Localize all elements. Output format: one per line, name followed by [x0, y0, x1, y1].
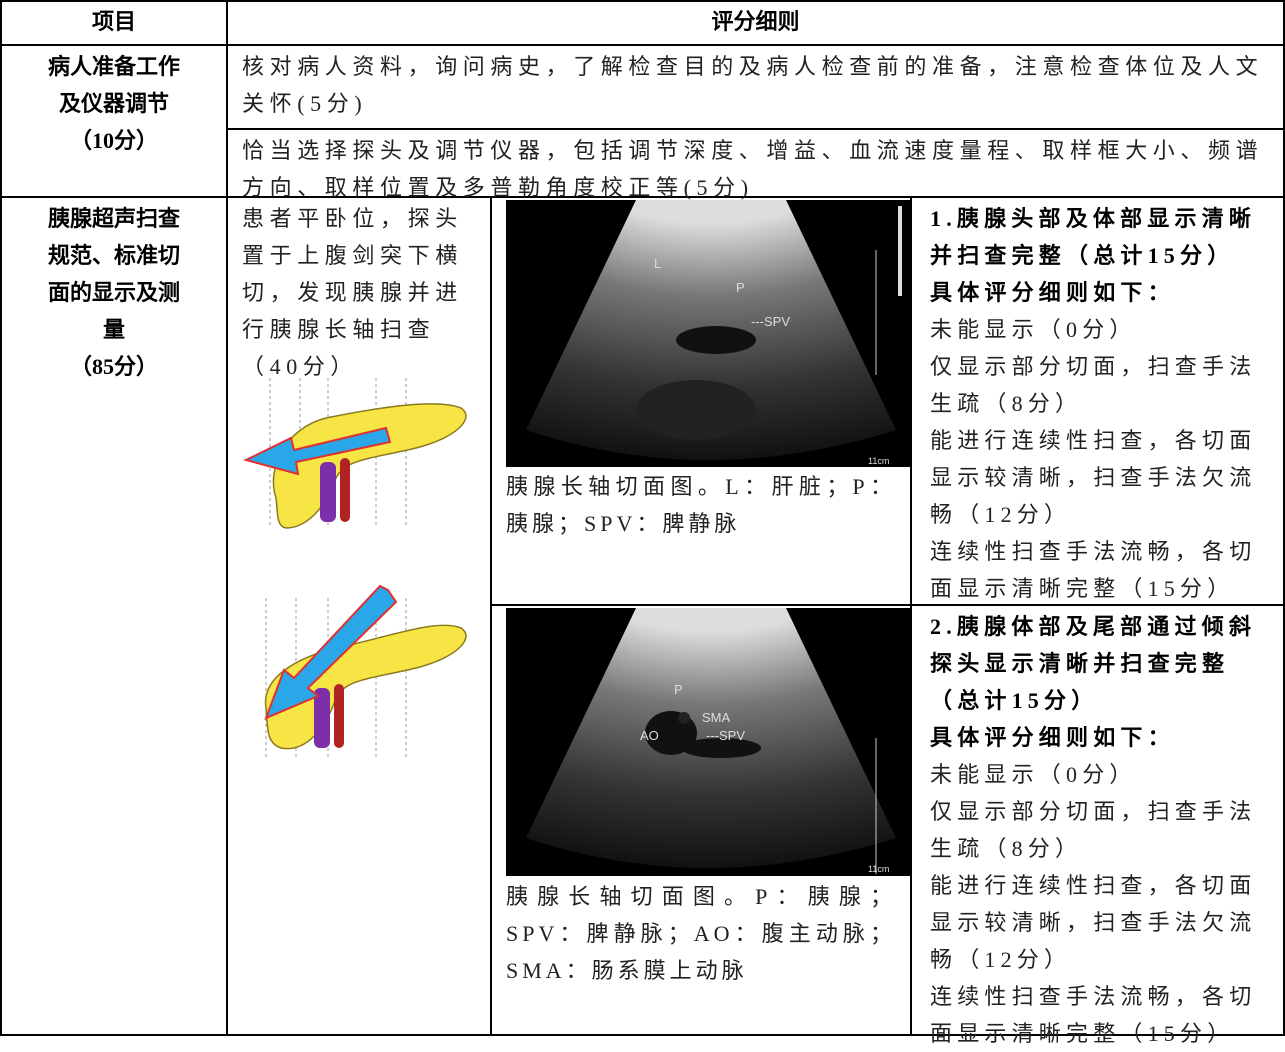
- item-line: 规范、标准切: [47, 243, 180, 268]
- criteria-subtitle: 具体评分细则如下：: [930, 280, 1175, 305]
- ultrasound-image: P SMA AO ---SPV 11cm: [506, 608, 910, 876]
- image-label: 11cm: [868, 456, 889, 466]
- item-line: 面的显示及测: [47, 280, 180, 305]
- criteria-item: 未能显示（0分）: [930, 317, 1137, 342]
- image-cell: P SMA AO ---SPV 11cm 胰腺长轴切面图。P：胰腺；SPV：脾静…: [492, 606, 912, 1036]
- image-label: 11cm: [868, 864, 889, 874]
- image-label: AO: [640, 728, 659, 743]
- image-label: ---SPV: [706, 728, 745, 743]
- image-label: SMA: [702, 710, 731, 725]
- criteria-title: 2.胰腺体部及尾部通过倾斜探头显示清晰并扫查完整（总计15分）: [930, 614, 1257, 713]
- criteria-item: 未能显示（0分）: [930, 762, 1137, 787]
- item-line: （10分）: [69, 128, 158, 153]
- header-text: 评分细则: [711, 9, 800, 34]
- item-line: 病人准备工作: [47, 54, 180, 79]
- header-cell: 评分细则: [228, 2, 1285, 46]
- method-text: 患者平卧位，探头置于上腹剑突下横切，发现胰腺并进行胰腺长轴扫查（40分）: [242, 206, 463, 379]
- detail-text: 核对病人资料，询问病史，了解检查目的及病人检查前的准备，注意检查体位及人文关怀(…: [242, 54, 1264, 116]
- detail-cell: 恰当选择探头及调节仪器，包括调节深度、增益、血流速度量程、取样框大小、频谱方向、…: [228, 130, 1285, 200]
- image-label: L: [654, 256, 661, 271]
- criteria-item: 能进行连续性扫查，各切面显示较清晰，扫查手法欠流畅（12分）: [930, 873, 1257, 972]
- header-text: 项目: [91, 9, 136, 34]
- image-label: P: [674, 682, 683, 697]
- item-line: 及仪器调节: [58, 91, 169, 116]
- criteria-subtitle: 具体评分细则如下：: [930, 725, 1175, 750]
- item-line: 胰腺超声扫查: [47, 206, 180, 231]
- criteria-item: 仅显示部分切面，扫查手法生疏（8分）: [930, 799, 1257, 861]
- item-cell: 胰腺超声扫查 规范、标准切 面的显示及测 量 （85分）: [2, 198, 228, 1036]
- pancreas-figure: [264, 584, 467, 758]
- pancreas-figure: [243, 378, 467, 529]
- detail-text: 恰当选择探头及调节仪器，包括调节深度、增益、血流速度量程、取样框大小、频谱方向、…: [242, 138, 1264, 200]
- item-line: 量: [102, 317, 125, 342]
- criteria-item: 连续性扫查手法流畅，各切面显示清晰完整（15分）: [930, 539, 1257, 601]
- header-cell: 项目: [2, 2, 228, 46]
- item-cell: 病人准备工作 及仪器调节 （10分）: [2, 46, 228, 198]
- image-caption: 胰腺长轴切面图。L：肝脏；P：胰腺；SPV：脾静脉: [506, 474, 896, 536]
- image-caption: 胰腺长轴切面图。P：胰腺；SPV：脾静脉；AO：腹主动脉；SMA：肠系膜上动脉: [506, 884, 896, 983]
- criteria-title: 1.胰腺头部及体部显示清晰并扫查完整（总计15分）: [930, 206, 1257, 268]
- image-label: ---SPV: [751, 314, 790, 329]
- image-cell: L P ---SPV 11cm 胰腺长轴切面图。L：肝脏；P：胰腺；SPV：脾静…: [492, 198, 912, 606]
- image-label: P: [736, 280, 745, 295]
- method-cell: 患者平卧位，探头置于上腹剑突下横切，发现胰腺并进行胰腺长轴扫查（40分）: [228, 198, 492, 1036]
- criteria-cell: 2.胰腺体部及尾部通过倾斜探头显示清晰并扫查完整（总计15分） 具体评分细则如下…: [912, 606, 1285, 1046]
- pancreas-illustrations: [243, 378, 467, 758]
- criteria-cell: 1.胰腺头部及体部显示清晰并扫查完整（总计15分） 具体评分细则如下： 未能显示…: [912, 198, 1285, 606]
- criteria-item: 连续性扫查手法流畅，各切面显示清晰完整（15分）: [930, 984, 1257, 1046]
- criteria-item: 仅显示部分切面，扫查手法生疏（8分）: [930, 354, 1257, 416]
- criteria-item: 能进行连续性扫查，各切面显示较清晰，扫查手法欠流畅（12分）: [930, 428, 1257, 527]
- item-line: （85分）: [69, 354, 158, 379]
- ultrasound-image: L P ---SPV 11cm: [506, 200, 910, 467]
- detail-cell: 核对病人资料，询问病史，了解检查目的及病人检查前的准备，注意检查体位及人文关怀(…: [228, 46, 1285, 130]
